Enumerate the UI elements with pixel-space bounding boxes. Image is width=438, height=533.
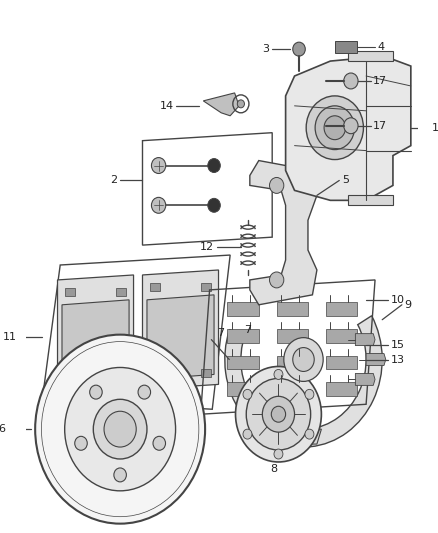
- Polygon shape: [250, 160, 317, 305]
- Circle shape: [293, 42, 305, 56]
- Circle shape: [208, 158, 220, 173]
- Circle shape: [269, 272, 284, 288]
- Text: 13: 13: [391, 354, 405, 365]
- Text: 10: 10: [391, 295, 405, 305]
- Bar: [326, 329, 357, 343]
- Circle shape: [305, 429, 314, 439]
- Bar: [277, 356, 308, 369]
- Text: 8: 8: [270, 464, 278, 474]
- Bar: [326, 356, 357, 369]
- Circle shape: [274, 449, 283, 459]
- Polygon shape: [348, 51, 393, 61]
- Circle shape: [236, 367, 321, 462]
- Bar: [150, 369, 160, 377]
- Text: 3: 3: [262, 44, 269, 54]
- Bar: [227, 356, 259, 369]
- Circle shape: [65, 367, 176, 491]
- Text: 4: 4: [378, 42, 385, 52]
- Circle shape: [344, 118, 358, 134]
- Text: 15: 15: [391, 340, 405, 350]
- Polygon shape: [348, 196, 393, 205]
- Polygon shape: [147, 295, 214, 379]
- Bar: [227, 382, 259, 397]
- Circle shape: [274, 369, 283, 379]
- Circle shape: [271, 406, 286, 422]
- Text: 14: 14: [160, 101, 174, 111]
- Circle shape: [208, 198, 220, 212]
- Circle shape: [35, 335, 205, 523]
- Polygon shape: [286, 56, 411, 200]
- Polygon shape: [355, 374, 375, 385]
- Circle shape: [293, 348, 314, 372]
- Polygon shape: [286, 429, 321, 444]
- Bar: [326, 382, 357, 397]
- Circle shape: [324, 116, 346, 140]
- Polygon shape: [57, 275, 134, 394]
- Text: 11: 11: [3, 332, 17, 342]
- Circle shape: [93, 399, 147, 459]
- Polygon shape: [142, 270, 219, 389]
- Text: 12: 12: [200, 242, 214, 252]
- Bar: [277, 302, 308, 316]
- Circle shape: [344, 73, 358, 89]
- Text: 2: 2: [110, 175, 117, 185]
- Text: 5: 5: [342, 175, 349, 185]
- Circle shape: [315, 106, 354, 150]
- Circle shape: [152, 197, 166, 213]
- Text: 9: 9: [405, 300, 412, 310]
- Circle shape: [138, 385, 151, 399]
- Bar: [116, 288, 127, 296]
- Bar: [201, 369, 212, 377]
- Circle shape: [104, 411, 136, 447]
- Bar: [227, 329, 259, 343]
- Text: 7: 7: [217, 328, 224, 337]
- Polygon shape: [355, 334, 375, 345]
- Text: 7: 7: [244, 325, 251, 335]
- Circle shape: [237, 100, 244, 108]
- Bar: [65, 288, 75, 296]
- Circle shape: [269, 177, 284, 193]
- Bar: [65, 375, 75, 382]
- Circle shape: [90, 385, 102, 399]
- Bar: [116, 375, 127, 382]
- Circle shape: [75, 437, 87, 450]
- Circle shape: [262, 397, 294, 432]
- Circle shape: [246, 378, 311, 450]
- Circle shape: [305, 389, 314, 399]
- Text: 1: 1: [431, 123, 438, 133]
- Polygon shape: [62, 300, 129, 384]
- Polygon shape: [203, 93, 239, 116]
- Circle shape: [306, 96, 364, 159]
- Bar: [227, 302, 259, 316]
- Bar: [150, 283, 160, 291]
- Bar: [335, 41, 357, 53]
- Text: 17: 17: [373, 121, 387, 131]
- Bar: [326, 302, 357, 316]
- Wedge shape: [225, 316, 382, 447]
- Circle shape: [153, 437, 166, 450]
- Polygon shape: [366, 353, 386, 366]
- Text: 6: 6: [0, 424, 6, 434]
- Circle shape: [243, 429, 252, 439]
- Circle shape: [114, 468, 127, 482]
- Circle shape: [243, 389, 252, 399]
- Bar: [277, 382, 308, 397]
- Bar: [201, 283, 212, 291]
- Bar: [277, 329, 308, 343]
- Circle shape: [284, 337, 323, 382]
- Text: 17: 17: [373, 76, 387, 86]
- Circle shape: [152, 158, 166, 173]
